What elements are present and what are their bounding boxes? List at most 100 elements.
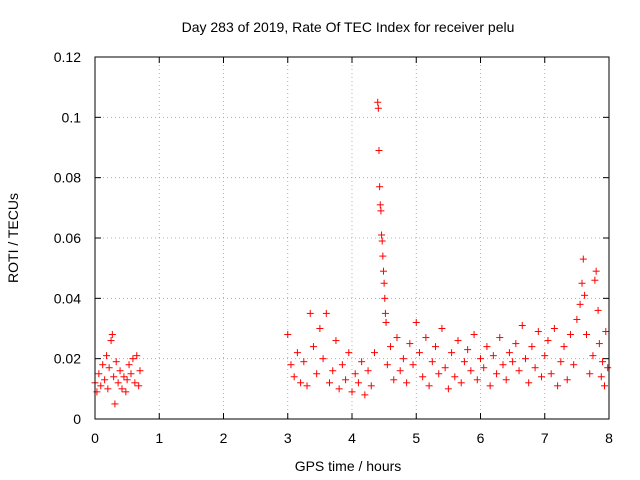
x-tick-label: 6 bbox=[477, 430, 485, 446]
data-point bbox=[422, 334, 430, 342]
data-point bbox=[499, 361, 507, 369]
data-point bbox=[111, 400, 119, 408]
data-points bbox=[91, 98, 612, 408]
data-point bbox=[518, 321, 526, 329]
data-point bbox=[441, 364, 449, 372]
data-point bbox=[595, 340, 603, 348]
data-point bbox=[358, 358, 366, 366]
data-point bbox=[454, 337, 462, 345]
data-point bbox=[544, 337, 552, 345]
data-point bbox=[123, 376, 131, 384]
y-tick-label: 0.1 bbox=[62, 109, 82, 125]
data-point bbox=[583, 331, 591, 339]
data-point bbox=[563, 376, 571, 384]
data-point bbox=[435, 370, 443, 378]
data-point bbox=[354, 379, 362, 387]
data-point bbox=[586, 370, 594, 378]
data-point bbox=[509, 358, 517, 366]
x-tick-label: 3 bbox=[284, 430, 292, 446]
data-point bbox=[541, 352, 549, 360]
data-point bbox=[322, 309, 330, 317]
data-point bbox=[316, 325, 324, 332]
data-point bbox=[409, 361, 417, 369]
data-point bbox=[566, 331, 574, 339]
data-point bbox=[460, 358, 468, 366]
data-point bbox=[112, 358, 120, 366]
data-point bbox=[300, 358, 308, 366]
data-point bbox=[338, 361, 346, 369]
data-point bbox=[379, 252, 387, 260]
data-point bbox=[101, 376, 109, 384]
data-point bbox=[457, 379, 465, 387]
data-point bbox=[483, 343, 491, 351]
data-point bbox=[425, 382, 433, 390]
x-tick-label: 4 bbox=[348, 430, 356, 446]
data-point bbox=[374, 104, 382, 112]
data-point bbox=[287, 361, 295, 369]
data-point bbox=[473, 376, 481, 384]
data-point bbox=[419, 373, 427, 381]
data-point bbox=[116, 367, 124, 375]
data-point bbox=[594, 306, 602, 314]
y-tick-label: 0.12 bbox=[54, 49, 81, 65]
data-point bbox=[599, 358, 607, 366]
data-point bbox=[335, 385, 343, 393]
data-point bbox=[306, 309, 314, 317]
data-point bbox=[136, 367, 144, 375]
data-point bbox=[448, 349, 456, 357]
data-point bbox=[412, 318, 420, 326]
data-point bbox=[480, 364, 488, 372]
y-tick-label: 0 bbox=[73, 411, 81, 427]
data-point bbox=[374, 98, 382, 106]
data-point bbox=[406, 340, 414, 348]
data-point bbox=[428, 358, 436, 366]
data-point bbox=[512, 340, 520, 348]
data-point bbox=[120, 373, 128, 381]
data-point bbox=[486, 382, 494, 390]
data-point bbox=[95, 370, 103, 378]
data-point bbox=[376, 183, 384, 191]
data-point bbox=[451, 373, 459, 381]
y-axis-label: ROTI / TECUs bbox=[5, 193, 21, 283]
data-point bbox=[579, 255, 587, 263]
data-point bbox=[367, 382, 375, 390]
data-point bbox=[107, 337, 115, 345]
data-point bbox=[387, 343, 395, 351]
data-point bbox=[515, 367, 523, 375]
data-point bbox=[382, 318, 390, 326]
data-point bbox=[122, 388, 130, 396]
data-point bbox=[370, 349, 378, 357]
data-point bbox=[464, 346, 472, 354]
data-point bbox=[383, 361, 391, 369]
data-point bbox=[97, 382, 105, 390]
data-point bbox=[538, 373, 546, 381]
y-tick-label: 0.06 bbox=[54, 230, 81, 246]
data-point bbox=[303, 382, 311, 390]
data-point bbox=[105, 364, 113, 372]
data-point bbox=[135, 382, 143, 390]
data-point bbox=[108, 331, 116, 339]
data-point bbox=[470, 331, 478, 339]
data-point bbox=[381, 309, 389, 317]
data-point bbox=[578, 279, 586, 287]
y-tick-label: 0.02 bbox=[54, 351, 81, 367]
data-point bbox=[592, 267, 600, 275]
data-point bbox=[125, 361, 133, 369]
data-point bbox=[576, 300, 584, 308]
data-point bbox=[467, 367, 475, 375]
data-point bbox=[332, 337, 340, 345]
data-point bbox=[127, 370, 135, 378]
axes: 0 1 2 3 4 5 6 7 8 0 0.02 0.04 0.06 0.08 0.1 0.12 bbox=[54, 49, 613, 446]
data-point bbox=[528, 343, 536, 351]
data-point bbox=[591, 276, 599, 284]
data-point bbox=[554, 382, 562, 390]
data-point bbox=[361, 391, 369, 399]
data-point bbox=[129, 355, 137, 363]
data-point bbox=[390, 376, 398, 384]
data-point bbox=[493, 370, 501, 378]
data-point bbox=[313, 370, 321, 378]
data-point bbox=[381, 294, 389, 302]
data-point bbox=[93, 388, 101, 396]
x-tick-label: 2 bbox=[220, 430, 228, 446]
